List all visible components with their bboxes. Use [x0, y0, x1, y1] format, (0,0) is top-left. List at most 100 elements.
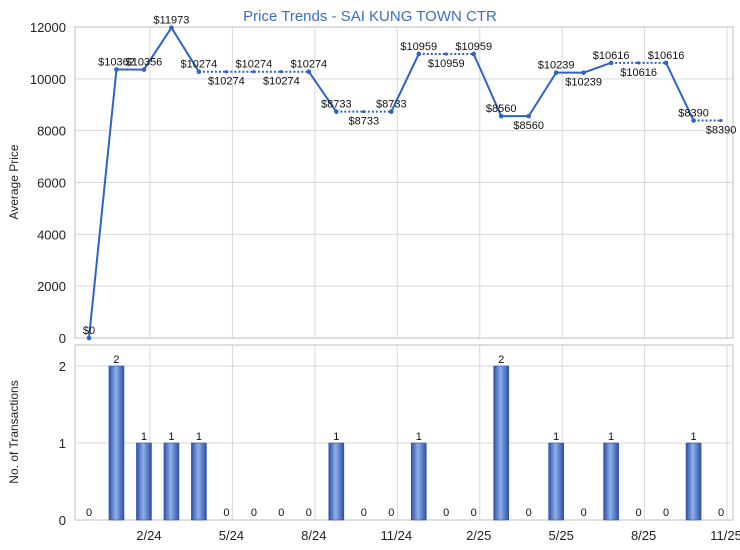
price-data-label: $10274: [290, 59, 327, 71]
transaction-bar-label: 1: [553, 431, 559, 443]
transaction-bar: [603, 442, 619, 521]
price-line-segment: [308, 71, 338, 113]
price-line-segment: [665, 62, 695, 121]
transaction-bar-label: 1: [196, 431, 202, 443]
transaction-bar-label: 1: [333, 431, 339, 443]
x-tick-label: 8/25: [631, 528, 656, 543]
transaction-bar-label: 0: [526, 507, 532, 519]
price-y-tick-label: 2000: [37, 279, 66, 294]
transaction-bar-label: 1: [690, 431, 696, 443]
transactions-y-tick-label: 0: [59, 513, 66, 528]
price-data-label: $10239: [565, 77, 602, 89]
price-line-segment: [527, 72, 558, 117]
transactions-y-tick-label: 2: [59, 359, 66, 374]
price-data-label: $0: [83, 325, 95, 337]
price-line-segment: [583, 61, 612, 74]
price-y-tick-label: 10000: [30, 72, 66, 87]
transaction-bar: [685, 442, 702, 521]
x-tick-label: 11/24: [380, 528, 412, 543]
price-data-label: $10362: [98, 56, 135, 68]
price-data-label: $8733: [376, 99, 407, 111]
price-plot-frame: [74, 26, 734, 339]
price-point: [306, 69, 312, 75]
transaction-bar: [328, 442, 345, 521]
price-point: [719, 118, 723, 123]
price-y-axis-label: Average Price: [7, 144, 21, 219]
price-y-tick-label: 12000: [30, 20, 66, 35]
price-point: [388, 109, 394, 114]
price-line-segment: [170, 27, 200, 73]
price-line-segment: [143, 27, 173, 71]
price-point: [637, 61, 641, 65]
price-point: [553, 70, 559, 75]
price-data-label: $8560: [513, 120, 544, 132]
transactions-y-axis-label: No. of Transactions: [7, 380, 21, 483]
price-points: [86, 25, 723, 341]
price-gridlines: [75, 26, 733, 339]
price-point: [691, 118, 696, 123]
transaction-bar-label: 0: [581, 507, 587, 519]
x-tick-label: 2/25: [466, 528, 491, 543]
price-data-label: $10274: [236, 59, 273, 71]
price-data-label: $10274: [208, 76, 245, 88]
transaction-bar-label: 0: [361, 507, 367, 519]
price-point: [86, 335, 92, 341]
price-data-label: $10959: [455, 41, 492, 53]
price-data-label: $8390: [678, 108, 709, 120]
price-data-label: $10616: [593, 50, 630, 62]
price-data-label: $10274: [181, 59, 218, 71]
transaction-bar-label: 0: [306, 507, 312, 519]
transaction-bar: [410, 442, 427, 521]
price-point: [498, 113, 504, 119]
transaction-bar-label: 1: [608, 431, 614, 443]
x-tick-label: 5/24: [219, 528, 244, 543]
price-point: [169, 25, 174, 30]
transaction-bar-label: 0: [278, 507, 284, 519]
price-point: [416, 51, 422, 57]
transaction-bar-label: 1: [416, 431, 422, 443]
transaction-bar-label: 0: [223, 507, 229, 519]
x-tick-label: 8/24: [301, 528, 326, 543]
price-line-segment: [472, 53, 503, 117]
price-data-label: $10616: [648, 50, 685, 62]
transaction-bar-label: 0: [251, 507, 257, 519]
transaction-bar: [163, 442, 180, 521]
price-data-label: $10616: [620, 67, 657, 79]
x-tick-label: 11/25: [710, 528, 740, 543]
price-data-label: $10959: [400, 41, 437, 53]
price-point: [279, 70, 283, 74]
price-data-labels: $0 $10362$10356 $11973 $10274 $10274 $10274 $1…: [83, 15, 736, 337]
transaction-bar: [136, 442, 152, 521]
price-point: [114, 67, 119, 72]
price-point: [608, 60, 614, 66]
price-data-label: $8390: [706, 125, 737, 137]
price-data-label: $10959: [428, 58, 465, 70]
price-data-label: $8560: [486, 103, 517, 115]
price-line-segment: [390, 53, 420, 113]
price-point: [141, 67, 147, 72]
transaction-bar-label: 2: [113, 354, 119, 366]
transactions-plot-frame: [74, 344, 734, 521]
price-line-segment: [88, 69, 118, 339]
price-y-tick-label: 4000: [37, 227, 66, 242]
transaction-bar: [548, 442, 564, 521]
price-y-axis: 0 2000 4000 6000 8000 10000 12000: [30, 20, 66, 346]
transaction-bars: [108, 365, 702, 521]
transaction-bar-label: 1: [141, 431, 147, 443]
price-data-label: $8733: [349, 116, 380, 128]
transaction-bar-label: 1: [168, 431, 174, 443]
transaction-bar: [191, 442, 207, 521]
x-tick-label: 2/24: [136, 528, 161, 543]
price-point: [444, 52, 448, 56]
price-point: [252, 70, 256, 74]
price-data-label: $10356: [126, 57, 163, 69]
transactions-y-axis: 0 1 2: [59, 359, 66, 528]
transaction-bar-label: 0: [86, 507, 92, 519]
x-axis: 2/24 5/24 8/24 11/24 2/25 5/25 8/25 11/25: [136, 528, 740, 543]
price-data-label: $8733: [321, 99, 352, 111]
price-point: [663, 60, 669, 66]
price-data-label: $10239: [538, 60, 575, 72]
price-point: [471, 51, 477, 57]
price-point: [224, 70, 228, 74]
